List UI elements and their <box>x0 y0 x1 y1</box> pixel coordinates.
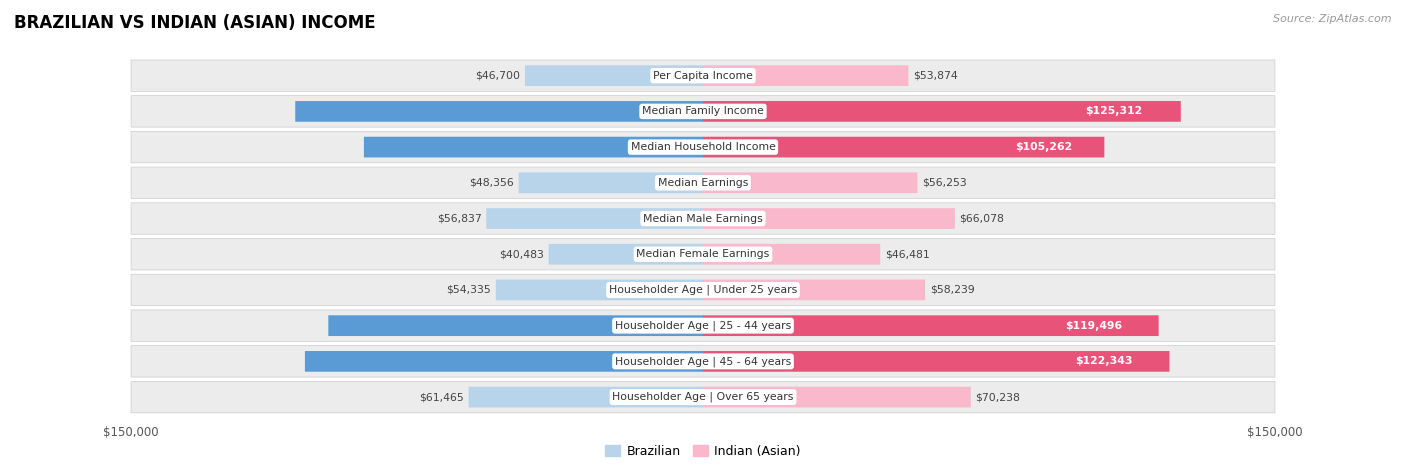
FancyBboxPatch shape <box>131 60 1275 92</box>
Text: $98,267: $98,267 <box>673 321 723 331</box>
Legend: Brazilian, Indian (Asian): Brazilian, Indian (Asian) <box>605 445 801 458</box>
Text: Householder Age | 45 - 64 years: Householder Age | 45 - 64 years <box>614 356 792 367</box>
Text: $56,253: $56,253 <box>922 178 967 188</box>
FancyBboxPatch shape <box>486 208 703 229</box>
FancyBboxPatch shape <box>131 96 1275 127</box>
Text: $61,465: $61,465 <box>419 392 464 402</box>
FancyBboxPatch shape <box>703 315 1159 336</box>
FancyBboxPatch shape <box>131 239 1275 270</box>
Text: $46,481: $46,481 <box>884 249 929 259</box>
FancyBboxPatch shape <box>703 101 1181 122</box>
FancyBboxPatch shape <box>305 351 703 372</box>
Text: Median Family Income: Median Family Income <box>643 106 763 116</box>
Text: Householder Age | Under 25 years: Householder Age | Under 25 years <box>609 285 797 295</box>
Text: $104,408: $104,408 <box>671 356 728 367</box>
FancyBboxPatch shape <box>468 387 703 407</box>
FancyBboxPatch shape <box>131 131 1275 163</box>
Text: $106,942: $106,942 <box>671 106 728 116</box>
FancyBboxPatch shape <box>703 244 880 265</box>
FancyBboxPatch shape <box>548 244 703 265</box>
FancyBboxPatch shape <box>703 280 925 300</box>
Text: Median Household Income: Median Household Income <box>630 142 776 152</box>
FancyBboxPatch shape <box>703 137 1104 157</box>
Text: $119,496: $119,496 <box>1066 321 1122 331</box>
FancyBboxPatch shape <box>703 65 908 86</box>
Text: $40,483: $40,483 <box>499 249 544 259</box>
FancyBboxPatch shape <box>524 65 703 86</box>
Text: Householder Age | Over 65 years: Householder Age | Over 65 years <box>612 392 794 403</box>
FancyBboxPatch shape <box>703 351 1170 372</box>
FancyBboxPatch shape <box>703 387 970 407</box>
FancyBboxPatch shape <box>131 167 1275 198</box>
FancyBboxPatch shape <box>131 274 1275 306</box>
Text: $88,934: $88,934 <box>676 142 725 152</box>
FancyBboxPatch shape <box>519 172 703 193</box>
Text: $46,700: $46,700 <box>475 71 520 81</box>
Text: $125,312: $125,312 <box>1085 106 1143 116</box>
Text: $56,837: $56,837 <box>437 213 482 224</box>
FancyBboxPatch shape <box>295 101 703 122</box>
FancyBboxPatch shape <box>703 172 918 193</box>
Text: Median Female Earnings: Median Female Earnings <box>637 249 769 259</box>
Text: Householder Age | 25 - 44 years: Householder Age | 25 - 44 years <box>614 320 792 331</box>
FancyBboxPatch shape <box>496 280 703 300</box>
FancyBboxPatch shape <box>364 137 703 157</box>
FancyBboxPatch shape <box>131 346 1275 377</box>
Text: Per Capita Income: Per Capita Income <box>652 71 754 81</box>
Text: $70,238: $70,238 <box>976 392 1021 402</box>
Text: $54,335: $54,335 <box>447 285 491 295</box>
FancyBboxPatch shape <box>329 315 703 336</box>
Text: Median Male Earnings: Median Male Earnings <box>643 213 763 224</box>
FancyBboxPatch shape <box>131 310 1275 341</box>
Text: Median Earnings: Median Earnings <box>658 178 748 188</box>
Text: $48,356: $48,356 <box>470 178 515 188</box>
Text: BRAZILIAN VS INDIAN (ASIAN) INCOME: BRAZILIAN VS INDIAN (ASIAN) INCOME <box>14 14 375 32</box>
Text: $122,343: $122,343 <box>1074 356 1132 367</box>
Text: $53,874: $53,874 <box>912 71 957 81</box>
FancyBboxPatch shape <box>131 203 1275 234</box>
FancyBboxPatch shape <box>703 208 955 229</box>
Text: $58,239: $58,239 <box>929 285 974 295</box>
Text: $66,078: $66,078 <box>959 213 1004 224</box>
Text: Source: ZipAtlas.com: Source: ZipAtlas.com <box>1274 14 1392 24</box>
Text: $105,262: $105,262 <box>1015 142 1073 152</box>
FancyBboxPatch shape <box>131 382 1275 413</box>
